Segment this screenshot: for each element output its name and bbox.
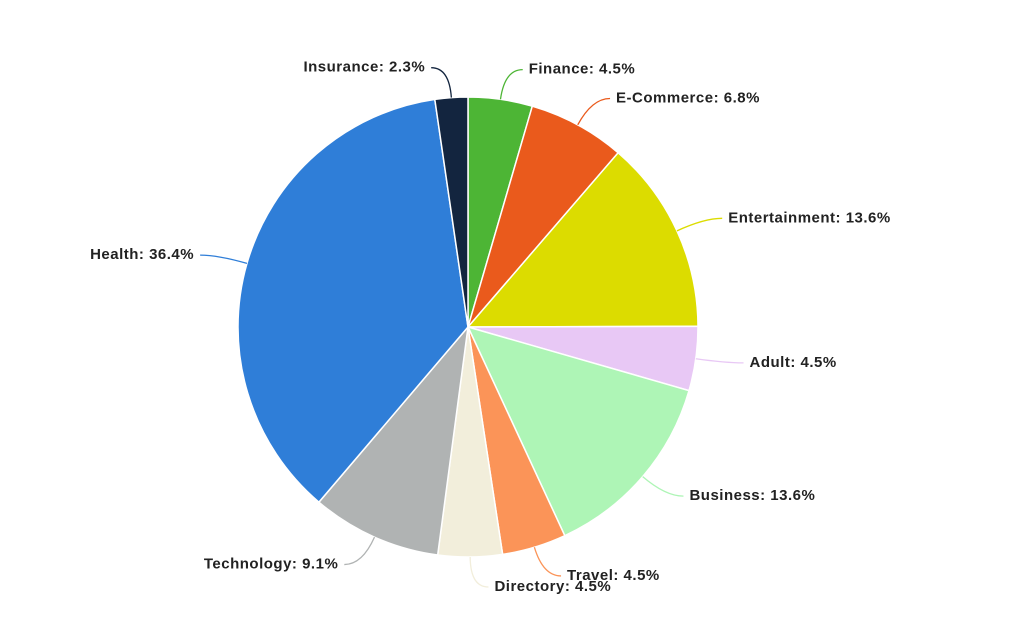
- leader-line: [642, 476, 684, 497]
- leader-line: [695, 358, 744, 364]
- data-label: Adult: 4.5%: [750, 354, 837, 371]
- data-label: Technology: 9.1%: [204, 556, 338, 573]
- leader-line: [469, 556, 489, 588]
- leader-line: [344, 536, 376, 566]
- data-label: Directory: 4.5%: [494, 578, 611, 595]
- leader-line: [676, 217, 723, 232]
- leader-line: [577, 97, 611, 126]
- data-label: Travel: 4.5%: [567, 567, 660, 584]
- leader-line: [499, 68, 523, 100]
- leader-line: [200, 254, 248, 265]
- pie-slice: [317, 324, 470, 556]
- data-label: E-Commerce: 6.8%: [616, 89, 760, 106]
- pie-slice: [466, 325, 690, 537]
- data-label: Business: 13.6%: [689, 487, 815, 504]
- leader-line: [431, 67, 453, 98]
- data-label: Health: 36.4%: [90, 246, 194, 263]
- data-label: Entertainment: 13.6%: [728, 209, 891, 226]
- pie-slice: [433, 96, 469, 328]
- leader-line: [533, 547, 562, 577]
- data-label: Finance: 4.5%: [529, 61, 636, 78]
- data-label: Insurance: 2.3%: [303, 59, 425, 76]
